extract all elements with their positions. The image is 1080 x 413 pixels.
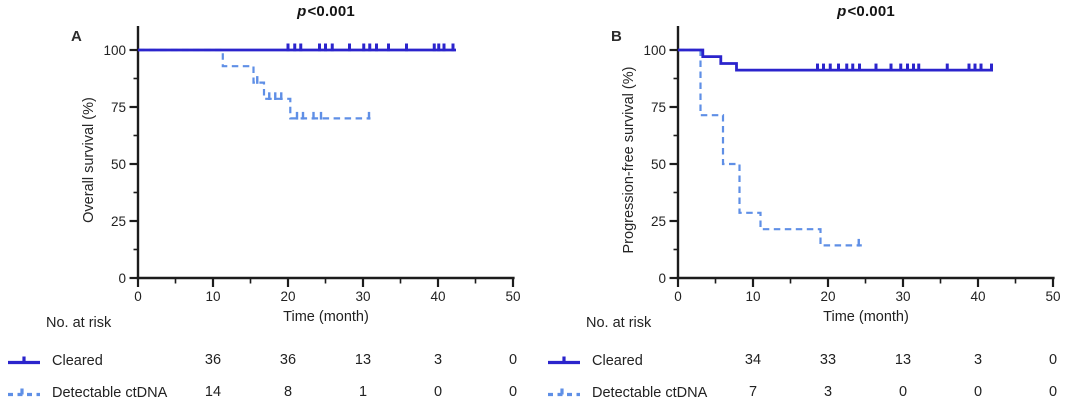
x-tick-label: 40	[430, 289, 445, 304]
panel-letter: B	[611, 28, 622, 45]
y-tick-label: 50	[111, 157, 126, 172]
p-value-title: p<0.001	[678, 3, 1054, 20]
risk-count: 0	[508, 384, 518, 400]
p-value-symbol: p	[837, 3, 847, 20]
legend-label-detectable: Detectable ctDNA	[52, 384, 168, 401]
risk-count: 0	[1048, 352, 1058, 368]
p-value-title: p<0.001	[138, 3, 514, 20]
legend-row-detectable: Detectable ctDNA	[547, 384, 707, 401]
legend-row-cleared: Cleared	[547, 352, 643, 369]
legend-row-detectable: Detectable ctDNA	[7, 384, 167, 401]
x-tick-label: 0	[134, 289, 142, 304]
y-tick-label: 25	[651, 214, 666, 229]
risk-count: 14	[204, 384, 222, 400]
risk-count: 34	[744, 352, 762, 368]
x-tick-label: 10	[745, 289, 760, 304]
x-tick-label: 0	[674, 289, 682, 304]
risk-count: 0	[433, 384, 443, 400]
risk-count: 3	[433, 352, 443, 368]
risk-count: 13	[354, 352, 372, 368]
km-chart-b: 0 10 20 30 40 50 0 25 50 75 100	[643, 26, 1061, 304]
y-tick-label: 100	[103, 43, 126, 58]
legend-row-cleared: Cleared	[7, 352, 103, 369]
x-tick-label: 30	[355, 289, 370, 304]
y-tick-label: 100	[643, 43, 666, 58]
p-value-number: <0.001	[847, 3, 895, 20]
y-axis-label: Overall survival (%)	[81, 97, 97, 223]
risk-count: 13	[894, 352, 912, 368]
risk-count: 0	[898, 384, 908, 400]
km-panel-a: 0 10 20 30 40 50 0 25 50 75 100 p<0.001 A Overall …	[7, 3, 521, 401]
risk-count: 33	[819, 352, 837, 368]
legend-label-cleared: Cleared	[52, 352, 103, 369]
p-value-symbol: p	[297, 3, 307, 20]
risk-count: 36	[279, 352, 297, 368]
survival-curve-detectable-ctdna	[138, 48, 371, 120]
solid-line-icon	[548, 356, 580, 364]
x-tick-label: 30	[895, 289, 910, 304]
risk-count: 0	[973, 384, 983, 400]
solid-line-icon	[8, 356, 40, 364]
y-tick-label: 25	[111, 214, 126, 229]
y-tick-label: 0	[118, 271, 126, 286]
panel-letter: A	[71, 28, 82, 45]
risk-count: 3	[973, 352, 983, 368]
p-value-number: <0.001	[307, 3, 355, 20]
km-chart-a: 0 10 20 30 40 50 0 25 50 75 100	[103, 26, 521, 304]
x-tick-label: 20	[820, 289, 835, 304]
dashed-line-icon	[548, 388, 580, 396]
risk-table-header: No. at risk	[586, 315, 652, 331]
survival-curve-cleared	[678, 48, 993, 72]
y-tick-label: 0	[658, 271, 666, 286]
x-tick-label: 10	[205, 289, 220, 304]
risk-count: 0	[1048, 384, 1058, 400]
risk-count: 0	[508, 352, 518, 368]
risk-count: 8	[283, 384, 293, 400]
risk-count: 3	[823, 384, 833, 400]
survival-curve-detectable-ctdna	[678, 48, 862, 247]
risk-count: 1	[358, 384, 368, 400]
x-axis-label: Time (month)	[283, 309, 369, 325]
y-axis-label: Progression-free survival (%)	[621, 66, 637, 254]
x-tick-label: 50	[505, 289, 520, 304]
risk-table-header: No. at risk	[46, 315, 112, 331]
x-tick-label: 50	[1045, 289, 1060, 304]
x-tick-label: 40	[970, 289, 985, 304]
risk-count: 7	[748, 384, 758, 400]
legend-label-detectable: Detectable ctDNA	[592, 384, 708, 401]
km-panel-b: 0 10 20 30 40 50 0 25 50 75 100 p<0.001 B Progress…	[540, 0, 1080, 413]
risk-count: 36	[204, 352, 222, 368]
x-axis-label: Time (month)	[823, 309, 909, 325]
y-tick-label: 75	[111, 100, 126, 115]
y-tick-label: 50	[651, 157, 666, 172]
y-tick-label: 75	[651, 100, 666, 115]
dashed-line-icon	[8, 388, 40, 396]
x-tick-label: 20	[280, 289, 295, 304]
legend-label-cleared: Cleared	[592, 352, 643, 369]
